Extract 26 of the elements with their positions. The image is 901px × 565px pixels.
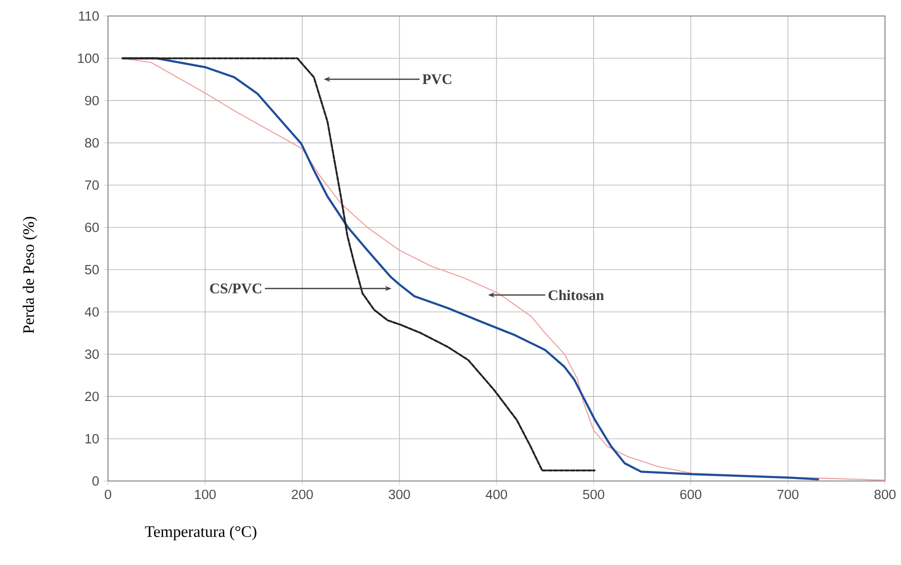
x-tick-label: 300 (388, 490, 410, 500)
y-axis-title: Perda de Peso (%) (22, 216, 38, 334)
annotation: Chitosan (548, 290, 604, 300)
y-tick-label: 100 (78, 54, 99, 63)
y-tick-label: 40 (84, 307, 99, 317)
x-tick-label: 200 (292, 490, 313, 500)
x-axis-title: Temperatura (°C) (145, 526, 256, 540)
x-tick-label: 600 (680, 490, 702, 500)
y-tick-label: 70 (85, 180, 99, 190)
y-tick-label: 0 (92, 476, 99, 486)
y-tick-label: 20 (85, 392, 99, 402)
x-tick-label: 700 (777, 490, 798, 500)
x-tick-label: 100 (195, 490, 216, 500)
annotation: CS/PVC (210, 284, 262, 294)
y-tick-label: 110 (79, 11, 99, 21)
y-tick-label: 90 (85, 96, 99, 106)
y-tick-label: 80 (85, 138, 99, 148)
annotation: PVC (422, 74, 452, 84)
y-tick-label: 10 (85, 434, 99, 444)
y-tick-label: 30 (84, 349, 99, 359)
y-tick-label: 60 (85, 222, 99, 232)
x-tick-label: 0 (104, 490, 112, 500)
x-tick-label: 800 (874, 490, 896, 500)
x-tick-label: 400 (486, 490, 508, 500)
y-tick-label: 50 (85, 264, 99, 274)
x-tick-label: 500 (583, 490, 604, 500)
